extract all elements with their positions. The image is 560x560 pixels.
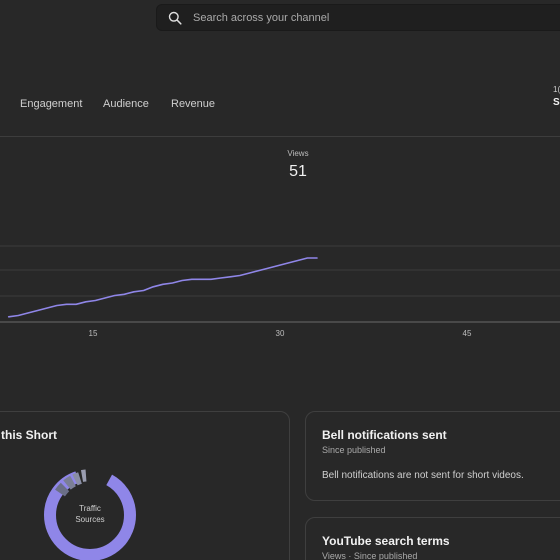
bell-card-title: Bell notifications sent <box>322 428 447 442</box>
traffic-sources-donut <box>44 469 136 560</box>
date-range-label[interactable]: 1( <box>553 85 560 94</box>
traffic-card: this Short <box>0 411 290 560</box>
tab-engagement[interactable]: Engagement <box>20 98 83 110</box>
search-box[interactable] <box>156 4 560 31</box>
search-terms-subtitle: Views · Since published <box>322 551 418 560</box>
bell-notifications-card: Bell notifications sent Since published … <box>305 411 560 501</box>
x-tick-label-30: 30 <box>276 329 285 338</box>
date-range-value[interactable]: S <box>553 97 560 108</box>
search-input[interactable] <box>193 5 560 30</box>
donut-segment-small-3 <box>72 472 82 486</box>
bell-card-message: Bell notifications are not sent for shor… <box>322 470 524 481</box>
tab-revenue[interactable]: Revenue <box>171 98 216 110</box>
search-terms-card: YouTube search terms Views · Since publi… <box>305 517 560 560</box>
views-line-chart: 15 30 45 <box>0 245 560 338</box>
donut-label-line-2: Sources <box>75 515 105 524</box>
traffic-card-title: this Short <box>1 428 57 442</box>
donut-segment-small-4 <box>80 469 87 482</box>
metric-value: 51 <box>289 163 307 180</box>
x-tick-label-45: 45 <box>463 329 472 338</box>
donut-ring <box>44 469 136 560</box>
views-series-line <box>7 257 318 318</box>
top-bar <box>0 0 560 38</box>
tab-audience[interactable]: Audience <box>103 98 149 110</box>
search-terms-title: YouTube search terms <box>322 534 450 548</box>
metric-label: Views <box>287 149 309 158</box>
back-chevron-icon[interactable]: ‹ <box>0 58 4 66</box>
x-tick-label-15: 15 <box>89 329 98 338</box>
donut-segment-small-2 <box>63 475 76 490</box>
donut-segment-small-1 <box>55 482 70 497</box>
donut-center-label: Traffic Sources <box>58 503 122 525</box>
donut-label-line-1: Traffic <box>79 504 101 513</box>
tabs-divider <box>0 136 560 137</box>
bell-card-subtitle: Since published <box>322 445 386 455</box>
search-icon <box>168 11 182 25</box>
